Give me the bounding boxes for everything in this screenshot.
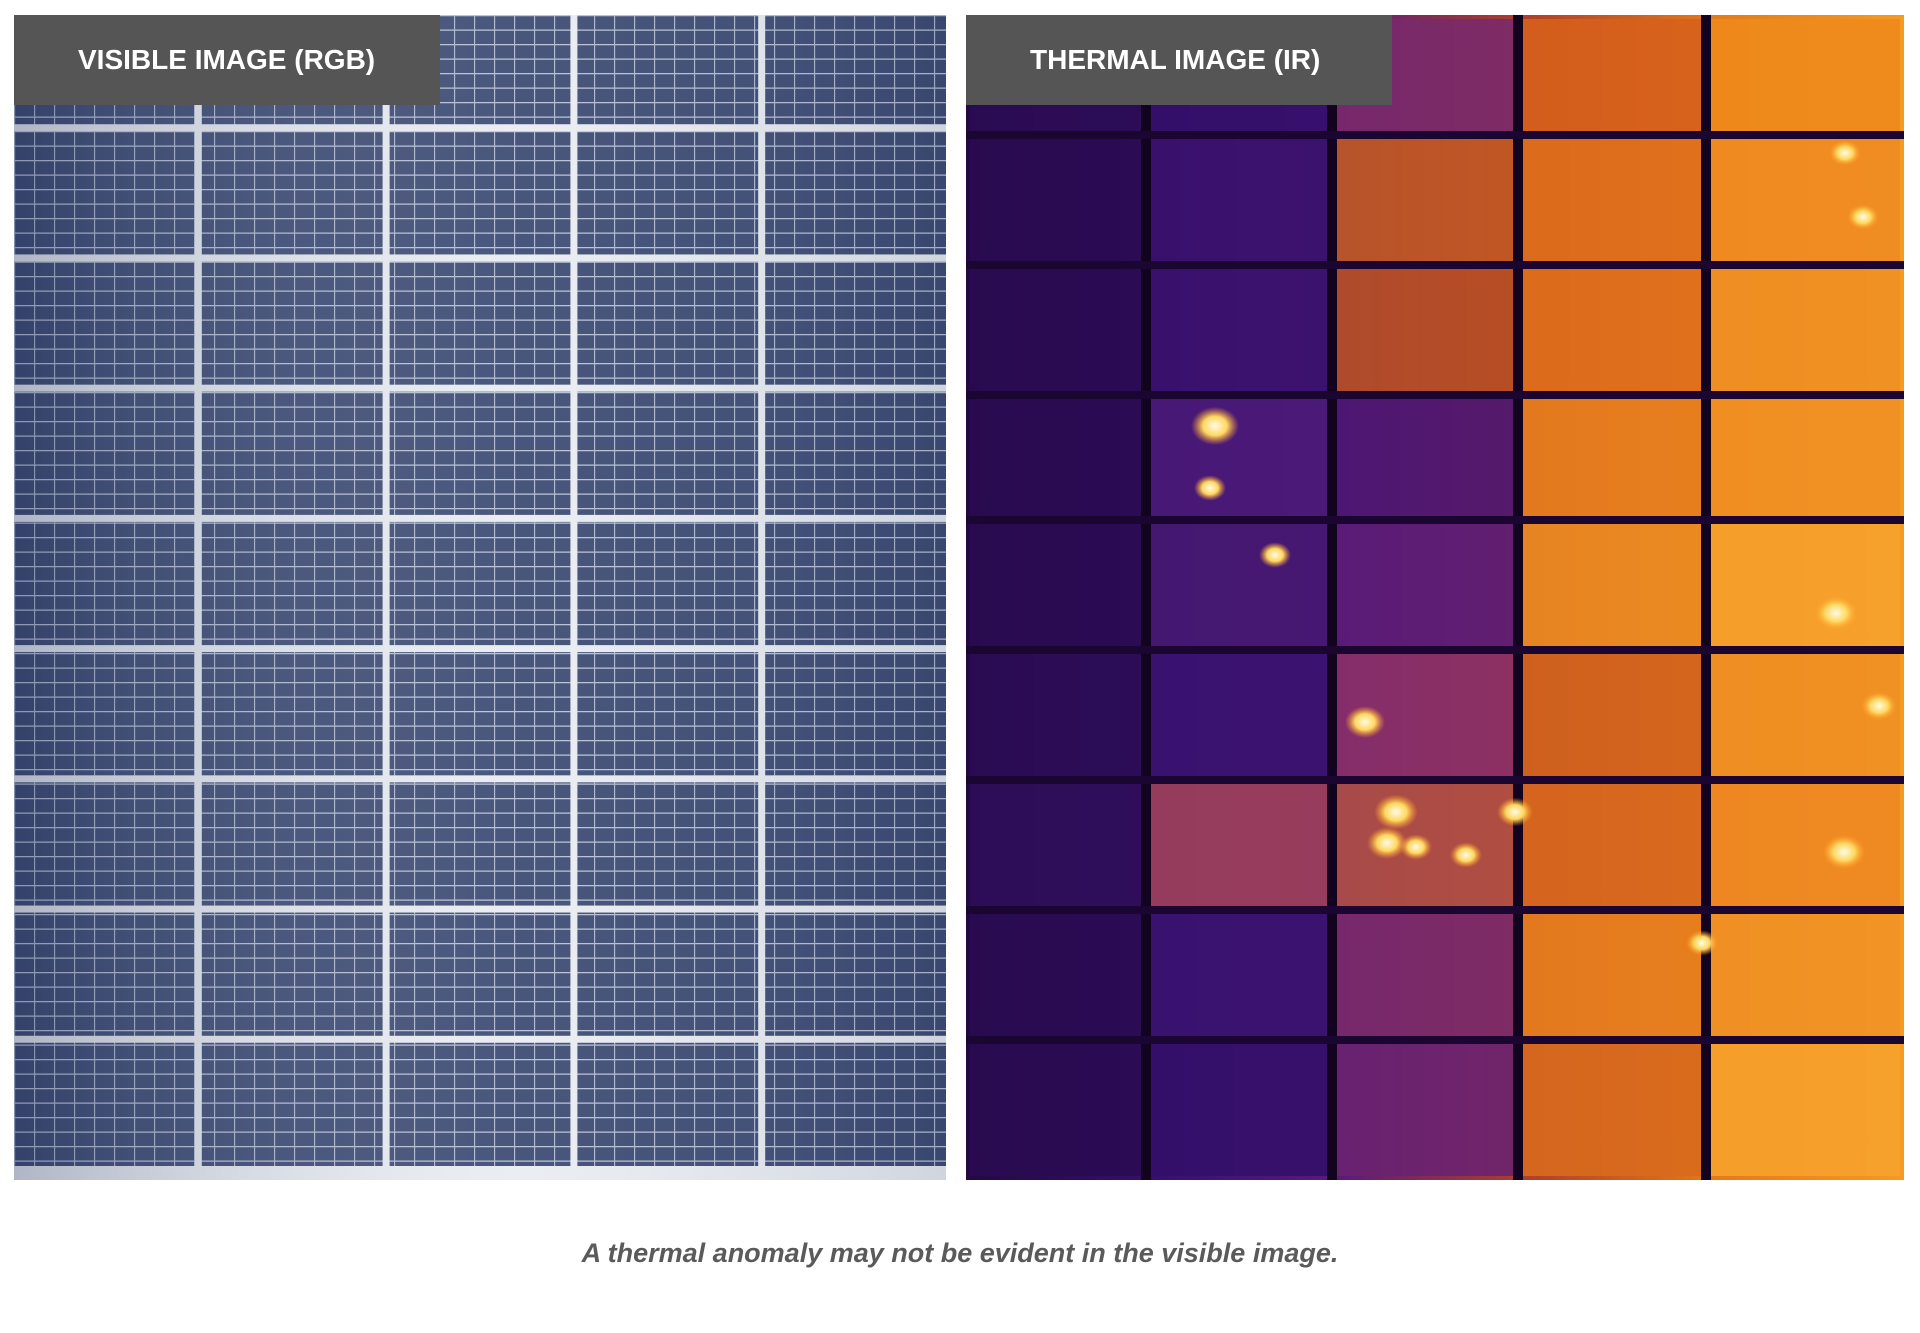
thermal-module (1336, 524, 1514, 646)
thermal-module (1710, 524, 1900, 646)
thermal-module (1336, 139, 1514, 261)
thermal-module (1522, 139, 1702, 261)
thermal-module (1522, 914, 1702, 1036)
thermal-hotspot (1259, 542, 1291, 568)
thermal-module (1150, 399, 1328, 516)
thermal-module (1522, 784, 1702, 906)
figure-caption: A thermal anomaly may not be evident in … (581, 1238, 1339, 1268)
thermal-module (970, 269, 1142, 391)
thermal-module (1710, 139, 1900, 261)
thermal-module (970, 914, 1142, 1036)
thermal-frame-line (1701, 15, 1711, 1180)
visible-image-label: VISIBLE IMAGE (RGB) (14, 15, 440, 105)
thermal-hotspot (1861, 691, 1897, 721)
thermal-module (1336, 1044, 1514, 1176)
thermal-module (1150, 139, 1328, 261)
thermal-module (970, 399, 1142, 516)
thermal-frame-line (966, 261, 1904, 269)
thermal-module (1336, 399, 1514, 516)
thermal-hotspot (1374, 794, 1418, 830)
thermal-module (1150, 1044, 1328, 1176)
thermal-hotspot (1367, 827, 1407, 859)
thermal-module (1522, 524, 1702, 646)
thermal-hotspot (1814, 595, 1858, 631)
thermal-module (1710, 269, 1900, 391)
thermal-frame-line (1513, 15, 1523, 1180)
thermal-hotspot (1400, 834, 1432, 860)
thermal-module (1522, 399, 1702, 516)
thermal-module (1710, 914, 1900, 1036)
thermal-frame-line (1141, 15, 1151, 1180)
thermal-module (1336, 914, 1514, 1036)
thermal-module (970, 139, 1142, 261)
thermal-module (1710, 1044, 1900, 1176)
thermal-image-panel: THERMAL IMAGE (IR) (966, 15, 1904, 1180)
thermal-module (1150, 914, 1328, 1036)
thermal-frame-line (966, 646, 1904, 654)
thermal-hotspot (1686, 930, 1718, 956)
thermal-frame-line (966, 131, 1904, 139)
thermal-hotspot (1847, 204, 1879, 230)
visible-solar-array-image (14, 15, 946, 1180)
thermal-image-label: THERMAL IMAGE (IR) (966, 15, 1392, 105)
thermal-hotspot (1194, 475, 1226, 501)
thermal-frame-line (966, 1036, 1904, 1044)
thermal-module (1522, 654, 1702, 776)
thermal-hotspot (1497, 797, 1533, 827)
thermal-module (1710, 784, 1900, 906)
thermal-frame-line (1327, 15, 1337, 1180)
thermal-solar-array-image (966, 15, 1904, 1180)
visible-image-panel: VISIBLE IMAGE (RGB) (14, 15, 946, 1180)
thermal-hotspot (1345, 706, 1385, 738)
thermal-module (1522, 1044, 1702, 1176)
thermal-module (1150, 524, 1328, 646)
thermal-module (1522, 19, 1702, 131)
thermal-module (1710, 19, 1900, 131)
thermal-module (1150, 269, 1328, 391)
thermal-module (1336, 269, 1514, 391)
thermal-hotspot (1191, 406, 1239, 446)
thermal-module (1150, 654, 1328, 776)
thermal-hotspot (1450, 842, 1482, 868)
thermal-module (970, 524, 1142, 646)
thermal-frame-line (966, 516, 1904, 524)
thermal-module (970, 1044, 1142, 1176)
thermal-module (1710, 399, 1900, 516)
thermal-frame-line (966, 391, 1904, 399)
thermal-module (1522, 269, 1702, 391)
thermal-module (970, 784, 1142, 906)
thermal-hotspot (1829, 140, 1861, 166)
thermal-frame-line (966, 906, 1904, 914)
thermal-module (970, 654, 1142, 776)
thermal-module (1150, 784, 1328, 906)
thermal-frame-line (966, 776, 1904, 784)
thermal-hotspot (1822, 834, 1866, 870)
